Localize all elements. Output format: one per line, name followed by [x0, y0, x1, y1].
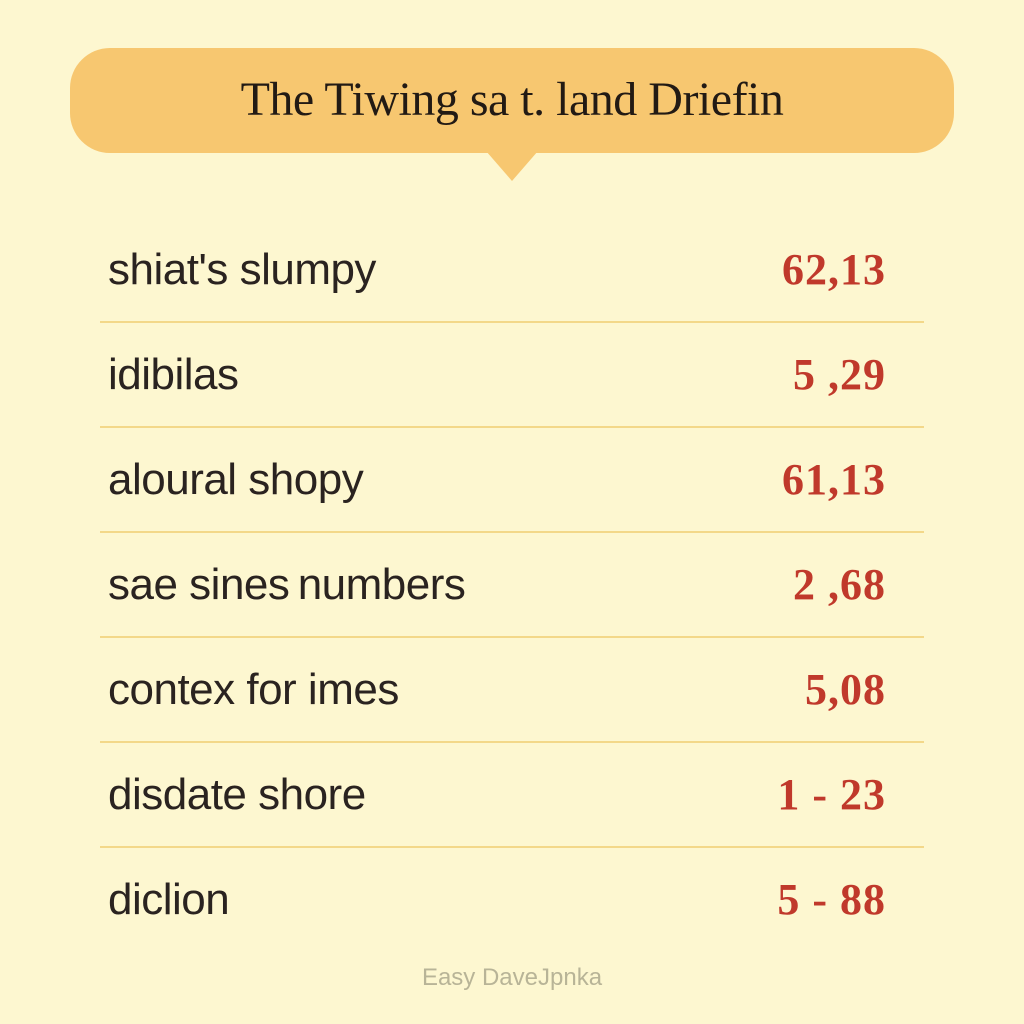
row-label: idibilas: [108, 350, 239, 400]
row-value: 5,08: [805, 664, 916, 715]
table-row: sae sines numbers 2 ,68: [100, 533, 924, 638]
row-value: 5 ,29: [793, 349, 916, 400]
title-banner-body: The Tiwing sa t. land Driefin: [70, 48, 954, 153]
table-row: diclion 5 - 88: [100, 848, 924, 951]
table-row: shiat's slumpy 62,13: [100, 218, 924, 323]
row-value: 62,13: [782, 244, 916, 295]
table-row: disdate shore 1 - 23: [100, 743, 924, 848]
row-label: contex for imes: [108, 665, 399, 715]
title-banner: The Tiwing sa t. land Driefin: [70, 48, 954, 181]
row-value: 2 ,68: [793, 559, 916, 610]
row-value: 1 - 23: [777, 769, 916, 820]
table-row: idibilas 5 ,29: [100, 323, 924, 428]
table-row: contex for imes 5,08: [100, 638, 924, 743]
row-label: aloural shopy: [108, 455, 363, 505]
row-label: diclion: [108, 875, 229, 925]
data-table: shiat's slumpy 62,13 idibilas 5 ,29 alou…: [100, 218, 924, 951]
row-value: 5 - 88: [777, 874, 916, 925]
row-label: sae sines numbers: [108, 560, 465, 610]
row-label: shiat's slumpy: [108, 245, 376, 295]
table-row: aloural shopy 61,13: [100, 428, 924, 533]
row-value: 61,13: [782, 454, 916, 505]
footer-credit: Easy DaveJpnka: [0, 964, 1024, 992]
banner-tail-icon: [486, 151, 538, 181]
row-label: disdate shore: [108, 770, 366, 820]
page-title: The Tiwing sa t. land Driefin: [100, 72, 924, 127]
